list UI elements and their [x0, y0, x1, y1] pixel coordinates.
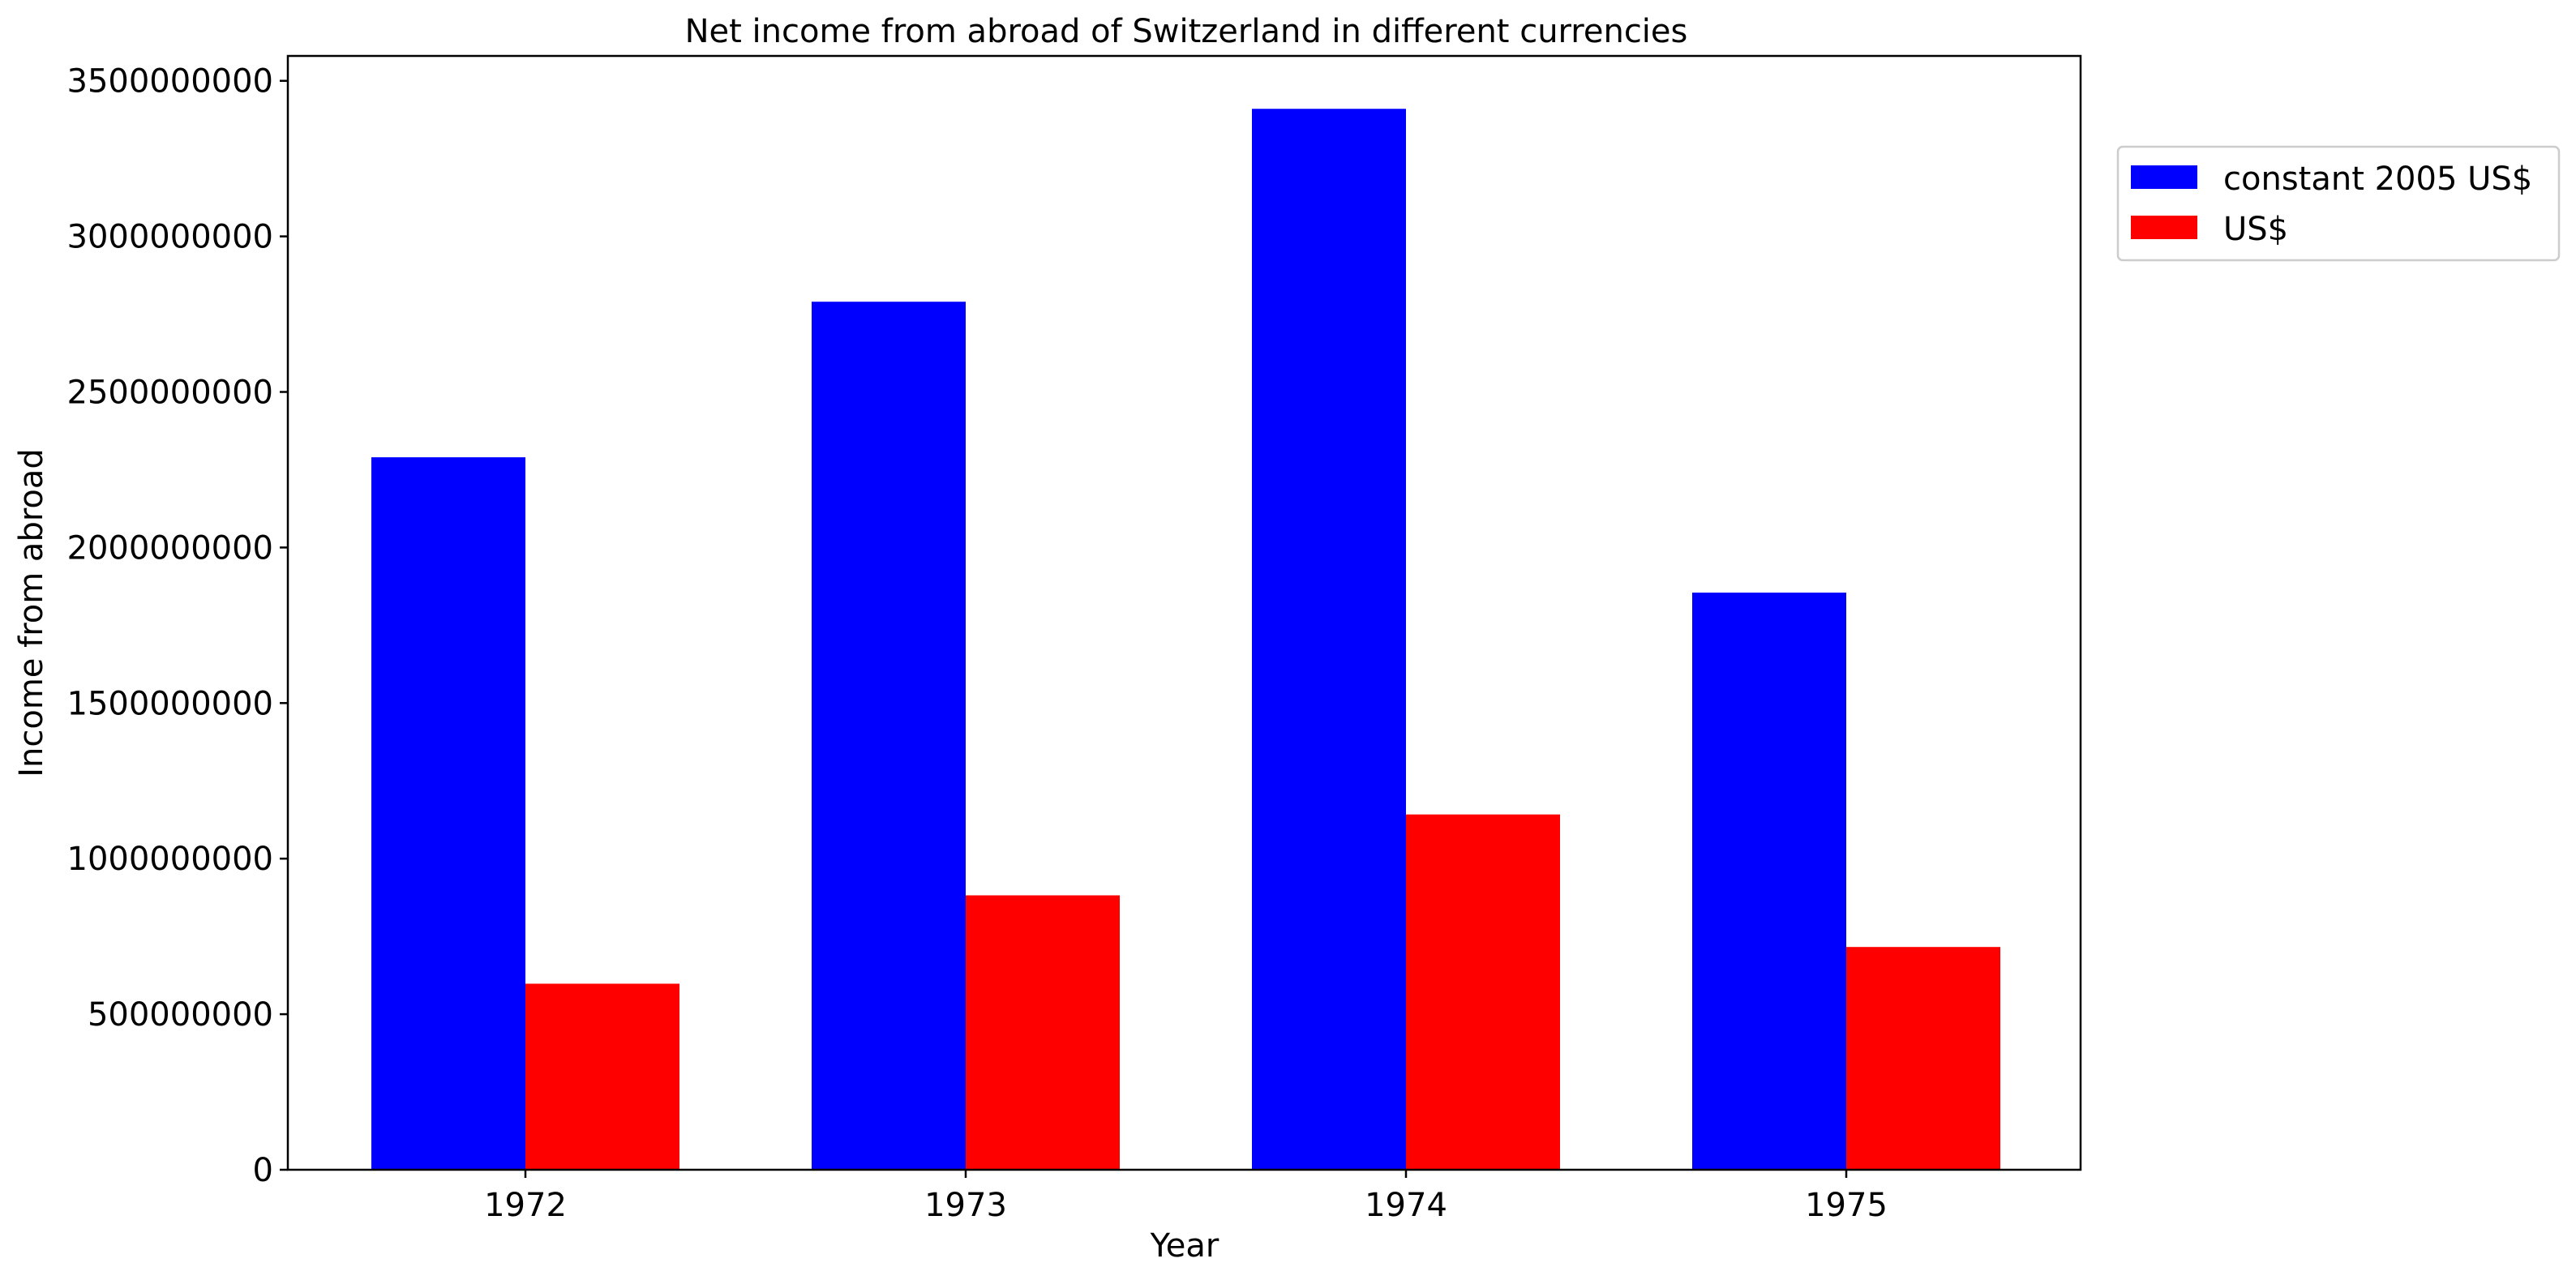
y-tick-label: 3500000000: [67, 63, 274, 101]
y-tick-label: 0: [253, 1152, 273, 1189]
plot-area-frame: [286, 54, 2082, 1171]
bar-constant-2005-usd-1975: [1692, 593, 1846, 1170]
x-tick-label: 1972: [484, 1187, 567, 1224]
legend-swatch: [2131, 216, 2197, 239]
bar-usd-1974: [1406, 814, 1560, 1170]
y-axis-label: Income from abroad: [13, 448, 50, 777]
y-tick-label: 500000000: [88, 996, 273, 1034]
bar-usd-1972: [525, 983, 679, 1170]
y-tick-label: 2000000000: [67, 529, 274, 567]
legend: constant 2005 US$ US$: [2116, 145, 2561, 262]
legend-box: [2116, 145, 2561, 262]
bar-constant-2005-usd-1972: [371, 457, 525, 1170]
legend-swatch: [2131, 165, 2197, 189]
bar-constant-2005-usd-1974: [1252, 109, 1406, 1170]
legend-label: constant 2005 US$: [2223, 161, 2532, 198]
chart-title: Net income from abroad of Switzerland in…: [685, 13, 1688, 50]
y-tick-label: 1000000000: [67, 841, 274, 878]
bar-usd-1975: [1846, 947, 2000, 1170]
y-axis: 0 500000000 1000000000 1500000000 2000000000…: [67, 63, 288, 1189]
x-tick-label: 1973: [924, 1187, 1007, 1224]
bars-group: [371, 109, 2000, 1170]
x-tick-label: 1974: [1365, 1187, 1447, 1224]
legend-label: US$: [2223, 211, 2288, 248]
bar-constant-2005-usd-1973: [812, 302, 966, 1170]
x-tick-label: 1975: [1805, 1187, 1888, 1224]
x-axis: 1972 1973 1974 1975: [484, 1170, 1888, 1224]
y-tick-label: 1500000000: [67, 685, 274, 722]
y-tick-label: 2500000000: [67, 375, 274, 412]
bar-usd-1973: [966, 895, 1120, 1170]
y-tick-label: 3000000000: [67, 219, 274, 256]
x-axis-label: Year: [1150, 1227, 1219, 1265]
